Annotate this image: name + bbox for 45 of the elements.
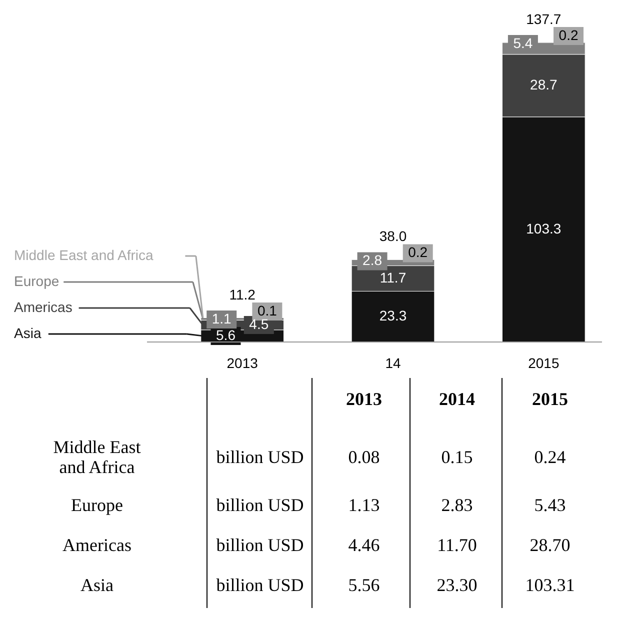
text: 1.13: [348, 495, 380, 515]
text: 2014: [439, 389, 475, 409]
text: Asia: [80, 575, 114, 595]
text: 11.70: [437, 535, 477, 555]
text: Middle East and Africa: [53, 437, 141, 477]
data-label: 28.7: [530, 76, 558, 93]
x-tick-label: 2015: [528, 355, 560, 371]
data-label: 23.3: [379, 308, 407, 324]
data-label: 5.4: [513, 35, 533, 51]
text: 0.24: [534, 447, 566, 467]
text: 28.70: [530, 535, 570, 555]
data-label: 103.3: [526, 220, 562, 236]
data-label: 2.8: [362, 252, 382, 268]
text: 103.31: [525, 575, 575, 595]
data-label: 0.2: [408, 244, 428, 260]
text: Americas: [14, 299, 72, 315]
text: 5.43: [534, 495, 566, 515]
text: billion USD: [216, 495, 304, 515]
x-tick-label: 14: [385, 355, 401, 371]
text: 4.46: [348, 535, 380, 555]
text: Americas: [62, 535, 132, 555]
text: 5.56: [348, 575, 380, 595]
text: Europe: [71, 495, 123, 515]
text: 23.30: [436, 575, 478, 595]
data-label: 5.6: [216, 326, 236, 343]
text: 2015: [532, 389, 568, 409]
text: Asia: [14, 325, 42, 341]
text: billion USD: [216, 535, 304, 555]
legend-label: Middle East and Africa: [14, 247, 154, 263]
data-label: 1.1: [212, 310, 232, 327]
total-label: 137.7: [526, 11, 562, 27]
total-label: 38.0: [379, 228, 407, 244]
text: billion USD: [216, 447, 304, 467]
data-label: 0.1: [257, 302, 278, 319]
text: Europe: [14, 273, 60, 289]
total-label: 11.2: [229, 286, 256, 303]
data-label: 0.2: [558, 27, 578, 43]
data-label: 4.5: [249, 316, 269, 332]
text: 2013: [346, 389, 382, 409]
data-label: 11.7: [380, 269, 406, 286]
text: 2.83: [441, 495, 473, 515]
text: 0.15: [441, 447, 473, 467]
x-tick-label: 2013: [226, 355, 258, 371]
text: 0.08: [348, 447, 380, 467]
text: billion USD: [216, 575, 304, 595]
